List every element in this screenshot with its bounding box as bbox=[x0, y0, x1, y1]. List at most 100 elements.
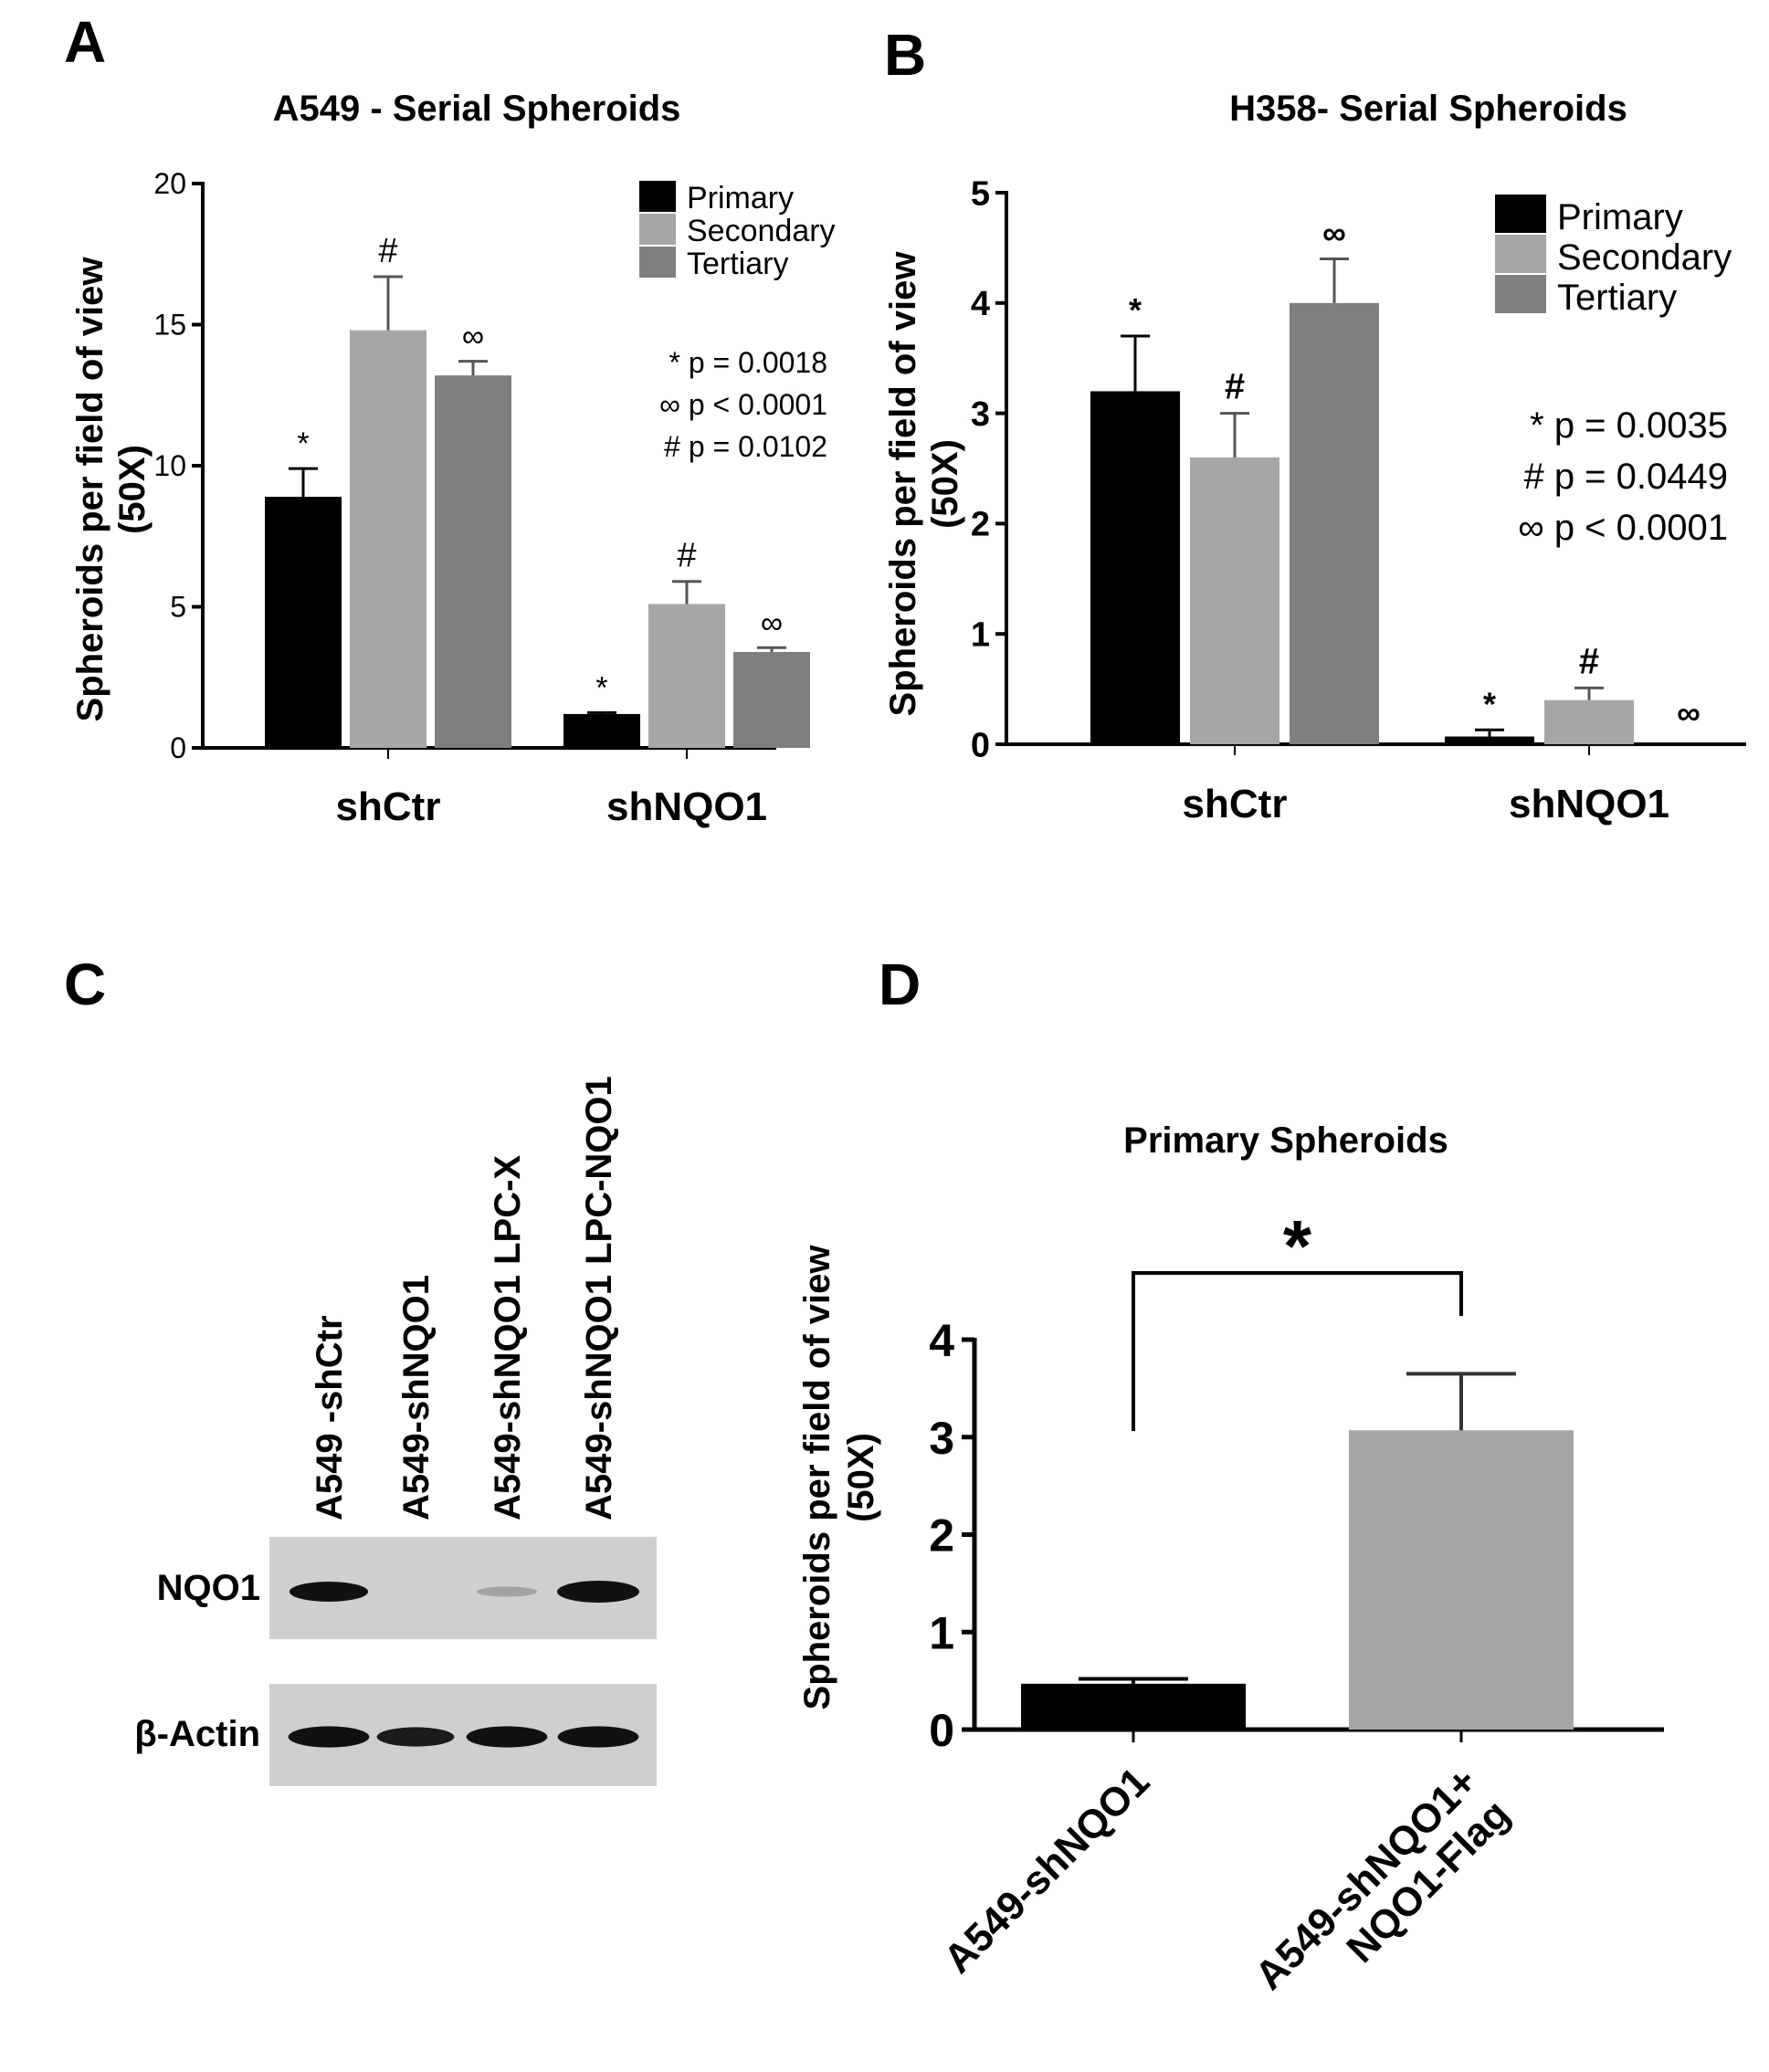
panel-d-y-tick-label: 3 bbox=[929, 1413, 954, 1464]
panel-a-y-tick-label: 0 bbox=[170, 731, 186, 764]
blot-band bbox=[289, 1582, 369, 1602]
panel-c: C A549 -shCtr A549-shNQO1 A549-shNQO1 LPC-… bbox=[64, 952, 657, 1786]
panel-b-significance-marker: # bbox=[1579, 641, 1599, 681]
panel-d-bar bbox=[1349, 1430, 1574, 1730]
blot-lane-label: A549 -shCtr bbox=[310, 1315, 350, 1520]
panel-d-y-tick-label: 1 bbox=[929, 1607, 954, 1658]
panel-a-significance-marker: * bbox=[297, 426, 309, 461]
panel-b-stat-text: * p = 0.0035 bbox=[1530, 405, 1728, 446]
panel-b-label: B bbox=[884, 22, 926, 88]
panel-d-category-label: A549-shNQO1+NQO1-Flag bbox=[1247, 1759, 1518, 2030]
blot-band bbox=[288, 1726, 370, 1748]
panel-b-category-label: shCtr bbox=[1183, 782, 1288, 826]
panel-b-y-tick-label: 1 bbox=[971, 616, 990, 655]
panel-b-y-tick-label: 2 bbox=[971, 506, 990, 544]
panel-a-category-label: shCtr bbox=[336, 784, 441, 829]
panel-a-significance-marker: # bbox=[677, 537, 696, 575]
panel-b-bar-primary bbox=[1090, 391, 1180, 744]
blot-lane-label: A549-shNQO1 LPC-NQO1 bbox=[579, 1076, 619, 1520]
panel-a-bar-secondary bbox=[648, 604, 725, 748]
panel-b-significance-marker: ∞ bbox=[1322, 214, 1346, 251]
panel-a-legend-swatch bbox=[639, 181, 676, 212]
panel-b-bar-secondary bbox=[1544, 699, 1634, 744]
panel-a-bar-tertiary bbox=[435, 375, 511, 748]
blot-band bbox=[466, 1726, 548, 1748]
panel-b-y-tick-label: 3 bbox=[971, 395, 990, 434]
panel-d-y-tick-label: 0 bbox=[929, 1705, 954, 1756]
blot-row-label: β-Actin bbox=[134, 1714, 260, 1754]
panel-b-legend-swatch bbox=[1495, 275, 1546, 313]
panel-a-bar-secondary bbox=[350, 330, 426, 748]
panel-c-label: C bbox=[64, 952, 106, 1017]
panel-b-stat-text: # p = 0.0449 bbox=[1523, 457, 1728, 497]
blot-band bbox=[376, 1727, 455, 1747]
panel-a-legend-label: Tertiary bbox=[687, 247, 788, 281]
panel-a-title: A549 - Serial Spheroids bbox=[273, 89, 681, 129]
panel-b-ylabel-line1: Spheroids per field of view bbox=[883, 251, 923, 717]
panel-a-bar-tertiary bbox=[733, 651, 810, 748]
panel-d-bar bbox=[1021, 1683, 1246, 1730]
panel-a-y-tick-label: 20 bbox=[153, 167, 186, 200]
panel-a-y-tick-label: 10 bbox=[153, 449, 186, 482]
panel-a: A A549 - Serial Spheroids Spheroids per … bbox=[64, 9, 836, 829]
panel-b-category-label: shNQO1 bbox=[1509, 782, 1669, 826]
panel-a-ylabel-line2: (50X) bbox=[112, 445, 153, 534]
panel-b-legend-swatch bbox=[1495, 235, 1546, 273]
panel-d-significance-bracket bbox=[1132, 1271, 1463, 1431]
panel-b-legend-label: Secondary bbox=[1557, 237, 1732, 278]
panel-a-bar-primary bbox=[563, 713, 640, 748]
panel-a-significance-marker: ∞ bbox=[462, 320, 484, 354]
panel-a-y-tick-label: 15 bbox=[153, 309, 186, 342]
panel-a-label: A bbox=[64, 9, 106, 75]
panel-b: B H358- Serial Spheroids Spheroids per f… bbox=[883, 22, 1746, 826]
panel-a-y-tick-label: 5 bbox=[170, 591, 186, 624]
blot-row-label: NQO1 bbox=[157, 1568, 260, 1608]
panel-a-category-label: shNQO1 bbox=[606, 784, 767, 829]
panel-b-legend-label: Tertiary bbox=[1557, 278, 1677, 318]
blot-lane-label: A549-shNQO1 bbox=[396, 1275, 437, 1520]
panel-d-y-tick-label: 2 bbox=[929, 1510, 954, 1562]
panel-b-significance-marker: * bbox=[1483, 685, 1496, 722]
panel-a-stat-text: * p = 0.0018 bbox=[669, 346, 827, 379]
panel-a-significance-marker: * bbox=[595, 670, 607, 705]
panel-d-ylabel-line1: Spheroids per field of view bbox=[797, 1245, 837, 1710]
panel-d-category-label-line: A549-shNQO1 bbox=[935, 1759, 1158, 1982]
panel-a-legend-label: Primary bbox=[687, 181, 794, 216]
panel-b-legend-label: Primary bbox=[1557, 197, 1683, 237]
panel-d: D Primary Spheroids Spheroids per field … bbox=[797, 952, 1664, 2030]
panel-a-legend-label: Secondary bbox=[687, 214, 836, 248]
panel-b-y-tick-label: 4 bbox=[971, 285, 990, 323]
panel-d-label: D bbox=[879, 952, 921, 1017]
panel-d-plot: 0 1 2 3 4 A549-shNQO1 A549-shNQO1+NQO1-Flag * bbox=[929, 1205, 1664, 2030]
panel-a-stat-text: ∞ p < 0.0001 bbox=[659, 388, 827, 421]
panel-a-bar-primary bbox=[265, 496, 342, 748]
blot-band bbox=[476, 1586, 538, 1597]
western-blot: A549 -shCtr A549-shNQO1 A549-shNQO1 LPC-X A… bbox=[134, 1076, 657, 1786]
panel-a-significance-marker: # bbox=[378, 232, 397, 270]
panel-b-y-tick-label: 0 bbox=[971, 726, 990, 764]
panel-b-bar-secondary bbox=[1190, 457, 1279, 744]
panel-b-title: H358- Serial Spheroids bbox=[1229, 89, 1627, 129]
panel-b-bar-tertiary bbox=[1290, 302, 1379, 744]
panel-b-y-tick-label: 5 bbox=[971, 174, 990, 213]
panel-b-legend-swatch bbox=[1495, 195, 1546, 233]
panel-b-significance-marker: # bbox=[1225, 367, 1245, 407]
panel-b-significance-marker: * bbox=[1129, 291, 1142, 329]
panel-a-plot: 0 5 10 15 20 * # ∞ shCtr * # ∞ shNQO1 PrimarySecondar… bbox=[153, 167, 835, 829]
panel-b-stat-text: ∞ p < 0.0001 bbox=[1518, 508, 1728, 548]
panel-a-legend-swatch bbox=[639, 214, 676, 245]
panel-b-bar-primary bbox=[1445, 736, 1534, 744]
panel-d-y-tick-label: 4 bbox=[929, 1315, 954, 1366]
panel-a-stat-text: # p = 0.0102 bbox=[664, 430, 827, 463]
panel-a-ylabel-line1: Spheroids per field of view bbox=[70, 257, 111, 722]
panel-d-significance-marker: * bbox=[1283, 1205, 1312, 1287]
panel-d-category-label: A549-shNQO1 bbox=[935, 1759, 1158, 1982]
blot-band bbox=[557, 1726, 639, 1748]
panel-b-significance-marker: ∞ bbox=[1677, 694, 1701, 731]
panel-d-ylabel-line2: (50X) bbox=[841, 1433, 881, 1522]
panel-a-significance-marker: ∞ bbox=[761, 605, 783, 640]
blot-lane-label: A549-shNQO1 LPC-X bbox=[488, 1155, 528, 1520]
panel-a-legend-swatch bbox=[639, 247, 676, 278]
panel-b-ylabel-line2: (50X) bbox=[925, 439, 965, 529]
